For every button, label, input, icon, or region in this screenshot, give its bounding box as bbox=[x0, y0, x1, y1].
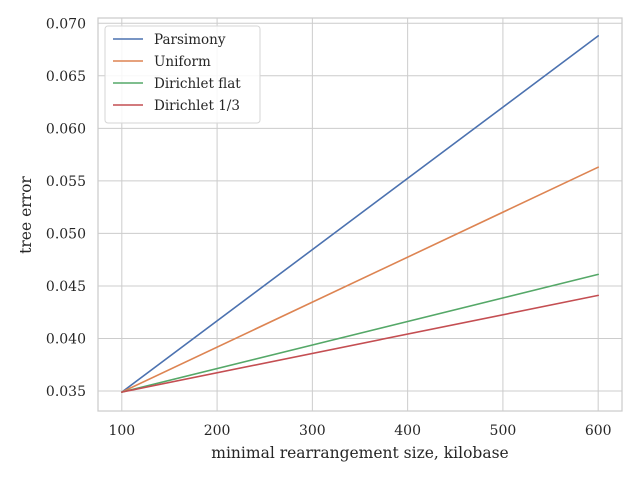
x-axis-label: minimal rearrangement size, kilobase bbox=[211, 444, 508, 462]
plot-frame bbox=[97, 17, 623, 412]
legend-label: Dirichlet 1/3 bbox=[154, 98, 240, 114]
y-axis-label: tree error bbox=[17, 176, 35, 254]
y-tick-label: 0.070 bbox=[46, 16, 86, 32]
legend-label: Dirichlet flat bbox=[154, 76, 241, 92]
y-tick-label: 0.050 bbox=[46, 226, 86, 242]
legend: Parsimony Uniform Dirichlet flat Dirichlet … bbox=[104, 25, 261, 124]
y-tick-label: 0.065 bbox=[46, 69, 86, 85]
x-tick-label: 400 bbox=[394, 423, 421, 439]
y-tick-label: 0.035 bbox=[46, 384, 86, 400]
series-lines bbox=[121, 35, 600, 393]
legend-box bbox=[104, 25, 261, 124]
y-tick-label: 0.040 bbox=[46, 331, 86, 347]
series-line-dirichlet-flat bbox=[121, 273, 600, 393]
x-tick-label: 600 bbox=[585, 423, 612, 439]
tick-labels: 100 200 300 400 500 600 0.035 0.040 0.045 0.050 0.… bbox=[46, 16, 612, 439]
series-line-dirichlet-1-3 bbox=[121, 294, 600, 393]
x-tick-label: 500 bbox=[490, 423, 517, 439]
legend-label: Uniform bbox=[154, 54, 211, 70]
x-tick-label: 100 bbox=[108, 423, 135, 439]
x-tick-label: 200 bbox=[204, 423, 231, 439]
series-line-parsimony bbox=[121, 35, 600, 393]
x-tick-label: 300 bbox=[299, 423, 326, 439]
y-tick-label: 0.055 bbox=[46, 174, 86, 190]
legend-label: Parsimony bbox=[154, 32, 226, 48]
series-line-uniform bbox=[121, 166, 600, 393]
y-tick-label: 0.060 bbox=[46, 121, 86, 137]
y-tick-label: 0.045 bbox=[46, 279, 86, 295]
grid-lines bbox=[98, 18, 622, 411]
plot-border bbox=[97, 17, 623, 412]
